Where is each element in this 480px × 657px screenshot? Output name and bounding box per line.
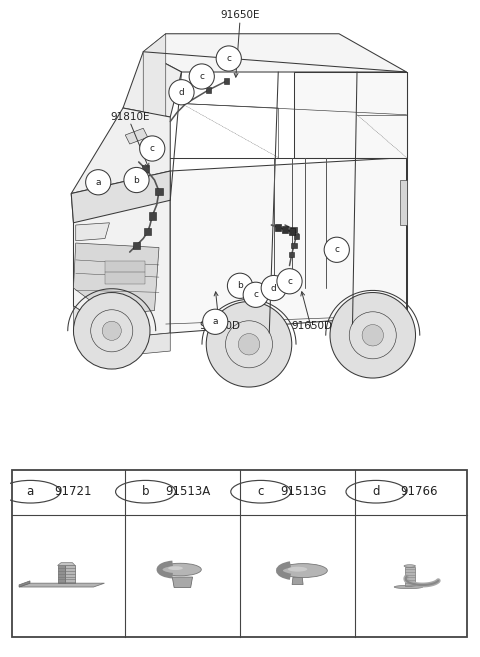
Text: c: c: [334, 245, 339, 254]
Circle shape: [216, 46, 241, 71]
Polygon shape: [143, 34, 407, 72]
Text: 91810E: 91810E: [110, 112, 149, 122]
Circle shape: [73, 292, 150, 369]
Polygon shape: [58, 566, 65, 583]
Text: 91766: 91766: [400, 486, 437, 498]
Polygon shape: [405, 567, 415, 587]
Bar: [224, 78, 229, 83]
Bar: [156, 188, 163, 195]
Bar: [144, 228, 151, 235]
Circle shape: [203, 309, 228, 334]
Text: c: c: [150, 144, 155, 153]
Polygon shape: [400, 180, 407, 225]
Polygon shape: [65, 566, 75, 583]
Circle shape: [330, 292, 416, 378]
Polygon shape: [58, 562, 75, 566]
Bar: [206, 87, 211, 93]
Polygon shape: [73, 306, 170, 355]
Bar: [289, 252, 294, 257]
Text: d: d: [179, 88, 184, 97]
Polygon shape: [73, 243, 159, 315]
Bar: [294, 234, 299, 239]
Polygon shape: [76, 223, 109, 240]
Bar: [291, 242, 297, 248]
Ellipse shape: [288, 567, 307, 572]
Circle shape: [124, 168, 149, 193]
Bar: [142, 165, 149, 172]
Polygon shape: [292, 577, 303, 585]
Text: c: c: [226, 54, 231, 63]
Ellipse shape: [159, 563, 201, 576]
Polygon shape: [123, 52, 181, 117]
Polygon shape: [125, 128, 148, 144]
Circle shape: [189, 64, 215, 89]
Circle shape: [277, 269, 302, 294]
Polygon shape: [143, 34, 166, 158]
Text: 91513G: 91513G: [280, 486, 326, 498]
Ellipse shape: [168, 566, 183, 570]
Bar: [282, 226, 288, 233]
Text: d: d: [372, 486, 380, 498]
Polygon shape: [71, 108, 170, 194]
Circle shape: [238, 334, 260, 355]
Text: 91721: 91721: [54, 486, 92, 498]
Polygon shape: [19, 581, 30, 587]
Bar: [291, 227, 297, 232]
Text: 91650E: 91650E: [220, 11, 260, 20]
Bar: [288, 228, 295, 235]
Circle shape: [85, 170, 111, 195]
Polygon shape: [105, 261, 145, 284]
Text: 91650D: 91650D: [291, 321, 333, 330]
Bar: [149, 212, 156, 219]
Circle shape: [102, 321, 121, 340]
Text: d: d: [271, 284, 276, 292]
Text: b: b: [237, 281, 243, 290]
Polygon shape: [71, 171, 170, 223]
Circle shape: [362, 325, 384, 346]
Circle shape: [243, 282, 268, 307]
Polygon shape: [172, 577, 192, 587]
Circle shape: [206, 302, 292, 387]
Circle shape: [324, 237, 349, 262]
Ellipse shape: [279, 564, 327, 578]
Polygon shape: [170, 158, 407, 333]
Bar: [275, 223, 281, 231]
Text: b: b: [133, 175, 139, 185]
Text: c: c: [287, 277, 292, 286]
Circle shape: [261, 275, 287, 301]
Text: b: b: [142, 486, 149, 498]
Polygon shape: [71, 194, 170, 338]
Text: a: a: [213, 317, 218, 327]
Text: a: a: [96, 178, 101, 187]
Circle shape: [169, 79, 194, 105]
Text: c: c: [253, 290, 258, 300]
Text: 91810D: 91810D: [199, 321, 240, 330]
Bar: [133, 242, 140, 249]
Polygon shape: [294, 72, 407, 158]
Circle shape: [228, 273, 252, 298]
Text: c: c: [258, 486, 264, 498]
Ellipse shape: [394, 585, 423, 589]
Text: c: c: [199, 72, 204, 81]
Text: a: a: [27, 486, 34, 498]
Text: 91513A: 91513A: [166, 486, 211, 498]
Ellipse shape: [404, 565, 415, 567]
Polygon shape: [19, 583, 105, 587]
Circle shape: [140, 136, 165, 161]
